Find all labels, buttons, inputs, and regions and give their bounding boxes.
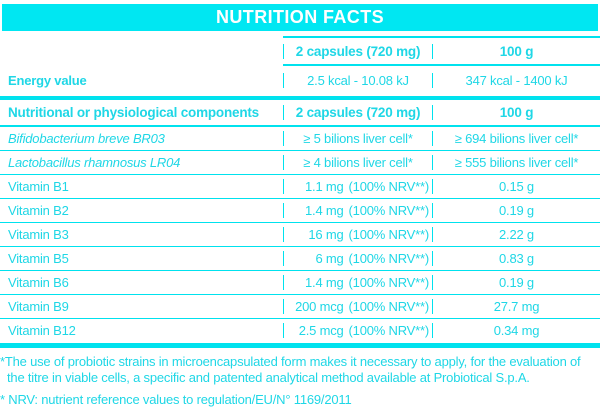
component-name: Vitamin B9 bbox=[8, 299, 69, 314]
row-divider bbox=[0, 198, 600, 199]
per-2-capsules-value: 1.4 mg (100% NRV**) bbox=[283, 275, 432, 290]
per-2-capsules-value: ≥ 4 bilions liver cell* bbox=[283, 155, 432, 170]
component-name: Lactobacillus rhamnosus LR04 bbox=[8, 155, 181, 170]
component-name: Vitamin B1 bbox=[8, 179, 69, 194]
row-divider bbox=[0, 150, 600, 151]
table-row: Vitamin B2 1.4 mg (100% NRV**) 0.19 g bbox=[0, 199, 600, 222]
nutrition-table: 2 capsules (720 mg) 100 g Energy value 2… bbox=[0, 36, 600, 348]
footnote-probiotic-strains: *The use of probiotic strains in microen… bbox=[0, 354, 581, 385]
per-100g-value: 0.34 mg bbox=[432, 323, 600, 338]
table-body: Bifidobacterium breve BR03 ≥ 5 bilions li… bbox=[0, 127, 600, 342]
per-100g-value: 0.15 g bbox=[432, 179, 600, 194]
per-2-capsules-value: 2.5 mcg (100% NRV**) bbox=[283, 323, 432, 338]
page-title: NUTRITION FACTS bbox=[216, 7, 384, 27]
per-2-capsules-value: 1.4 mg (100% NRV**) bbox=[283, 203, 432, 218]
component-name: Bifidobacterium breve BR03 bbox=[8, 131, 165, 146]
energy-value-label: Energy value bbox=[8, 72, 87, 88]
nutrition-label: NUTRITION FACTS 2 capsules (720 mg) 100 … bbox=[0, 4, 600, 419]
components-header-row: Nutritional or physiological components … bbox=[0, 100, 600, 125]
per-2-capsules-value: 6 mg (100% NRV**) bbox=[283, 251, 432, 266]
column-header-2-capsules: 2 capsules (720 mg) bbox=[283, 43, 432, 59]
nrv-percentage: (100% NRV**) bbox=[348, 179, 430, 194]
table-row: Bifidobacterium breve BR03 ≥ 5 bilions li… bbox=[0, 127, 600, 150]
header-top-divider bbox=[283, 36, 600, 38]
nrv-percentage: (100% NRV**) bbox=[348, 299, 430, 314]
amount-value: 2.5 mcg bbox=[298, 323, 344, 338]
section-top-divider bbox=[0, 96, 600, 100]
per-100g-value: ≥ 694 bilions liver cell* bbox=[432, 131, 600, 146]
component-name: Vitamin B5 bbox=[8, 251, 69, 266]
table-row: Vitamin B3 16 mg (100% NRV**) 2.22 g bbox=[0, 223, 600, 246]
per-2-capsules-value: 1.1 mg (100% NRV**) bbox=[283, 179, 432, 194]
header-bottom-divider bbox=[283, 64, 600, 66]
amount-value: 1.4 mg bbox=[305, 275, 344, 290]
row-divider bbox=[0, 174, 600, 175]
table-bottom-bar bbox=[0, 343, 600, 348]
amount-value: 1.4 mg bbox=[305, 203, 344, 218]
nrv-percentage: (100% NRV**) bbox=[348, 203, 430, 218]
table-row: Vitamin B1 1.1 mg (100% NRV**) 0.15 g bbox=[0, 175, 600, 198]
energy-per-100g: 347 kcal - 1400 kJ bbox=[432, 72, 600, 88]
per-2-capsules-value: ≥ 5 bilions liver cell* bbox=[283, 131, 432, 146]
amount-value: 6 mg bbox=[315, 251, 344, 266]
component-name: Vitamin B6 bbox=[8, 275, 69, 290]
amount-value: 16 mg bbox=[308, 227, 344, 242]
components-header-100g: 100 g bbox=[432, 105, 600, 120]
amount-value: 1.1 mg bbox=[305, 179, 344, 194]
per-100g-value: 0.83 g bbox=[432, 251, 600, 266]
components-header-2-capsules: 2 capsules (720 mg) bbox=[283, 105, 432, 120]
nrv-percentage: (100% NRV**) bbox=[348, 251, 430, 266]
components-header-label: Nutritional or physiological components bbox=[8, 105, 259, 120]
row-divider bbox=[0, 222, 600, 223]
footnote-nrv: * NRV: nutrient reference values to regu… bbox=[0, 392, 352, 407]
row-divider bbox=[0, 294, 600, 295]
energy-per-2-capsules: 2.5 kcal - 10.08 kJ bbox=[283, 72, 432, 88]
per-100g-value: 27.7 mg bbox=[432, 299, 600, 314]
nrv-percentage: (100% NRV**) bbox=[348, 323, 430, 338]
serving-header-row: 2 capsules (720 mg) 100 g bbox=[0, 38, 600, 64]
nutrition-facts-banner: NUTRITION FACTS bbox=[2, 4, 598, 31]
row-divider bbox=[0, 270, 600, 271]
nrv-percentage: (100% NRV**) bbox=[348, 275, 430, 290]
component-name: Vitamin B3 bbox=[8, 227, 69, 242]
per-100g-value: ≥ 555 bilions liver cell* bbox=[432, 155, 600, 170]
component-name: Vitamin B12 bbox=[8, 323, 76, 338]
nrv-percentage: (100% NRV**) bbox=[348, 227, 430, 242]
per-100g-value: 0.19 g bbox=[432, 203, 600, 218]
per-2-capsules-value: 16 mg (100% NRV**) bbox=[283, 227, 432, 242]
per-100g-value: 2.22 g bbox=[432, 227, 600, 242]
table-row: Vitamin B12 2.5 mcg (100% NRV**) 0.34 mg bbox=[0, 319, 600, 342]
row-divider bbox=[0, 318, 600, 319]
table-row: Vitamin B9 200 mcg (100% NRV**) 27.7 mg bbox=[0, 295, 600, 318]
component-name: Vitamin B2 bbox=[8, 203, 69, 218]
column-header-100g: 100 g bbox=[432, 43, 600, 59]
amount-value: 200 mcg bbox=[295, 299, 344, 314]
energy-value-row: Energy value 2.5 kcal - 10.08 kJ 347 kca… bbox=[0, 66, 600, 94]
table-row: Vitamin B6 1.4 mg (100% NRV**) 0.19 g bbox=[0, 271, 600, 294]
per-100g-value: 0.19 g bbox=[432, 275, 600, 290]
table-row: Vitamin B5 6 mg (100% NRV**) 0.83 g bbox=[0, 247, 600, 270]
section-bottom-divider bbox=[0, 125, 600, 127]
table-row: Lactobacillus rhamnosus LR04 ≥ 4 bilions … bbox=[0, 151, 600, 174]
footnotes: *The use of probiotic strains in microen… bbox=[0, 354, 600, 408]
per-2-capsules-value: 200 mcg (100% NRV**) bbox=[283, 299, 432, 314]
row-divider bbox=[0, 246, 600, 247]
